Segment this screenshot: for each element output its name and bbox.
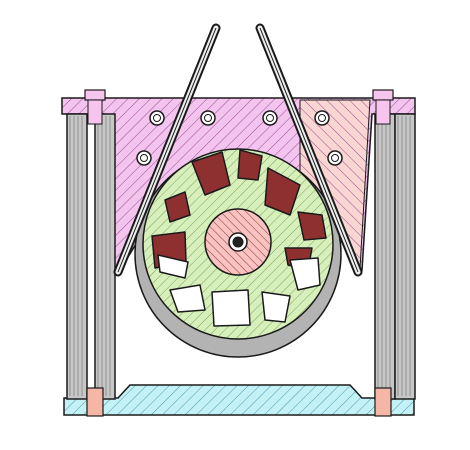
bolt-hole-icon bbox=[136, 150, 152, 166]
bolt-shank-right bbox=[375, 99, 391, 125]
bolt-hole-inner bbox=[140, 154, 148, 162]
bolt-hole-inner bbox=[266, 114, 274, 122]
bolt-hole-inner bbox=[204, 114, 212, 122]
arm-centerline-left bbox=[117, 27, 217, 273]
bolt-hole-icon bbox=[314, 110, 330, 126]
bottom-nut-left bbox=[86, 387, 104, 417]
bolt-hole-icon bbox=[149, 110, 165, 126]
bolt-hole-inner bbox=[331, 154, 339, 162]
bolt-head-left bbox=[84, 89, 106, 101]
bolt-hole-icon bbox=[327, 150, 343, 166]
arm-centerline-right bbox=[259, 27, 359, 273]
bottom-nut-right bbox=[374, 387, 392, 417]
bolt-hole-inner bbox=[318, 114, 326, 122]
bolt-hole-inner bbox=[153, 114, 161, 122]
wheel-pocket-light bbox=[169, 284, 206, 313]
wheel-pocket-dark bbox=[191, 151, 231, 196]
wheel-pocket-dark bbox=[164, 191, 191, 223]
wheel-pocket-light bbox=[261, 291, 291, 323]
bolt-shank-left bbox=[87, 99, 103, 125]
wheel-pocket-dark bbox=[297, 211, 327, 241]
bolt-hole-icon bbox=[200, 110, 216, 126]
wheel-pocket-dark bbox=[264, 167, 301, 216]
base-plate bbox=[63, 384, 415, 416]
hub-axle-center bbox=[232, 236, 244, 248]
bolt-head-right bbox=[372, 89, 394, 101]
wheel-pocket-dark bbox=[237, 149, 263, 181]
wheel-pocket-light bbox=[289, 257, 321, 291]
wheel-pocket-light bbox=[157, 254, 189, 279]
bolt-hole-icon bbox=[262, 110, 278, 126]
wheel-pocket-light bbox=[211, 289, 251, 327]
